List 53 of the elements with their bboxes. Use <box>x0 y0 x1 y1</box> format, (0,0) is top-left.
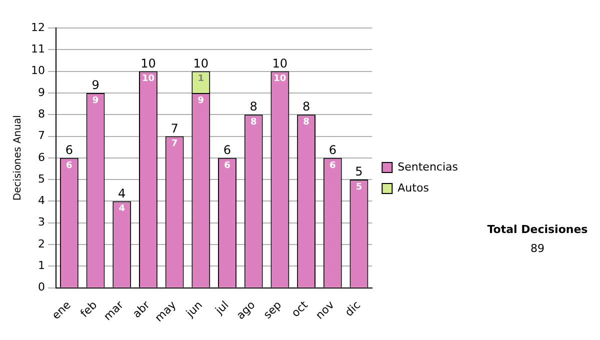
x-tick-label: jun <box>183 298 206 320</box>
y-tick-label: 4 <box>38 194 45 208</box>
y-tick-label: 12 <box>30 20 45 34</box>
total-label: 8 <box>302 100 310 114</box>
x-tick-label: sep <box>261 298 284 322</box>
total-label: 7 <box>170 121 178 136</box>
legend-label: Autos <box>398 181 430 194</box>
total-label: 8 <box>250 100 258 114</box>
total-label: 4 <box>118 186 126 200</box>
y-tick-label: 9 <box>38 86 45 99</box>
x-tick-label: ago <box>234 298 258 322</box>
total-label: 10 <box>272 56 288 70</box>
total-label: 6 <box>65 143 73 158</box>
data-label: 5 <box>356 182 362 192</box>
data-label: 1 <box>198 74 204 84</box>
data-label: 8 <box>250 117 257 128</box>
y-tick-label: 2 <box>38 237 45 250</box>
data-label: 7 <box>171 139 178 150</box>
data-label: 4 <box>118 204 125 214</box>
x-tick-label: feb <box>78 298 100 320</box>
data-label: 6 <box>224 160 230 171</box>
x-tick-label: jul <box>212 298 232 318</box>
data-label: 10 <box>274 74 286 84</box>
y-tick-label: 7 <box>38 129 45 142</box>
legend-label: Sentencias <box>398 160 458 174</box>
x-tick-label: dic <box>342 298 364 319</box>
total-label: 6 <box>223 143 232 158</box>
data-label: 6 <box>66 160 72 171</box>
total-label: 6 <box>328 143 336 158</box>
total-label: 5 <box>355 164 363 179</box>
x-tick-label: oct <box>289 298 311 320</box>
total-label: 9 <box>92 78 100 92</box>
total-label: 10 <box>140 56 156 70</box>
y-tick-label: 8 <box>38 107 45 120</box>
data-label: 6 <box>330 160 336 171</box>
data-label: 9 <box>92 96 99 106</box>
text: Total Decisiones <box>486 223 589 236</box>
x-tick-label: nov <box>313 298 338 322</box>
x-tick-label: abr <box>130 298 153 320</box>
y-tick-label: 6 <box>38 150 45 164</box>
y-tick-label: 10 <box>30 64 45 78</box>
data-label: 9 <box>198 96 204 106</box>
total-label: 10 <box>193 56 209 70</box>
y-tick-label: 11 <box>30 42 45 56</box>
data-label: 8 <box>303 117 310 128</box>
y-tick-label: 5 <box>38 172 45 186</box>
text: 89 <box>530 242 546 255</box>
y-tick-label: 3 <box>38 216 45 229</box>
y-tick-label: 1 <box>38 259 45 272</box>
data-label: 10 <box>142 74 154 84</box>
y-axis-title: Decisiones Anual <box>12 115 24 201</box>
x-tick-label: ene <box>50 298 74 322</box>
y-tick-label: 0 <box>38 280 45 294</box>
